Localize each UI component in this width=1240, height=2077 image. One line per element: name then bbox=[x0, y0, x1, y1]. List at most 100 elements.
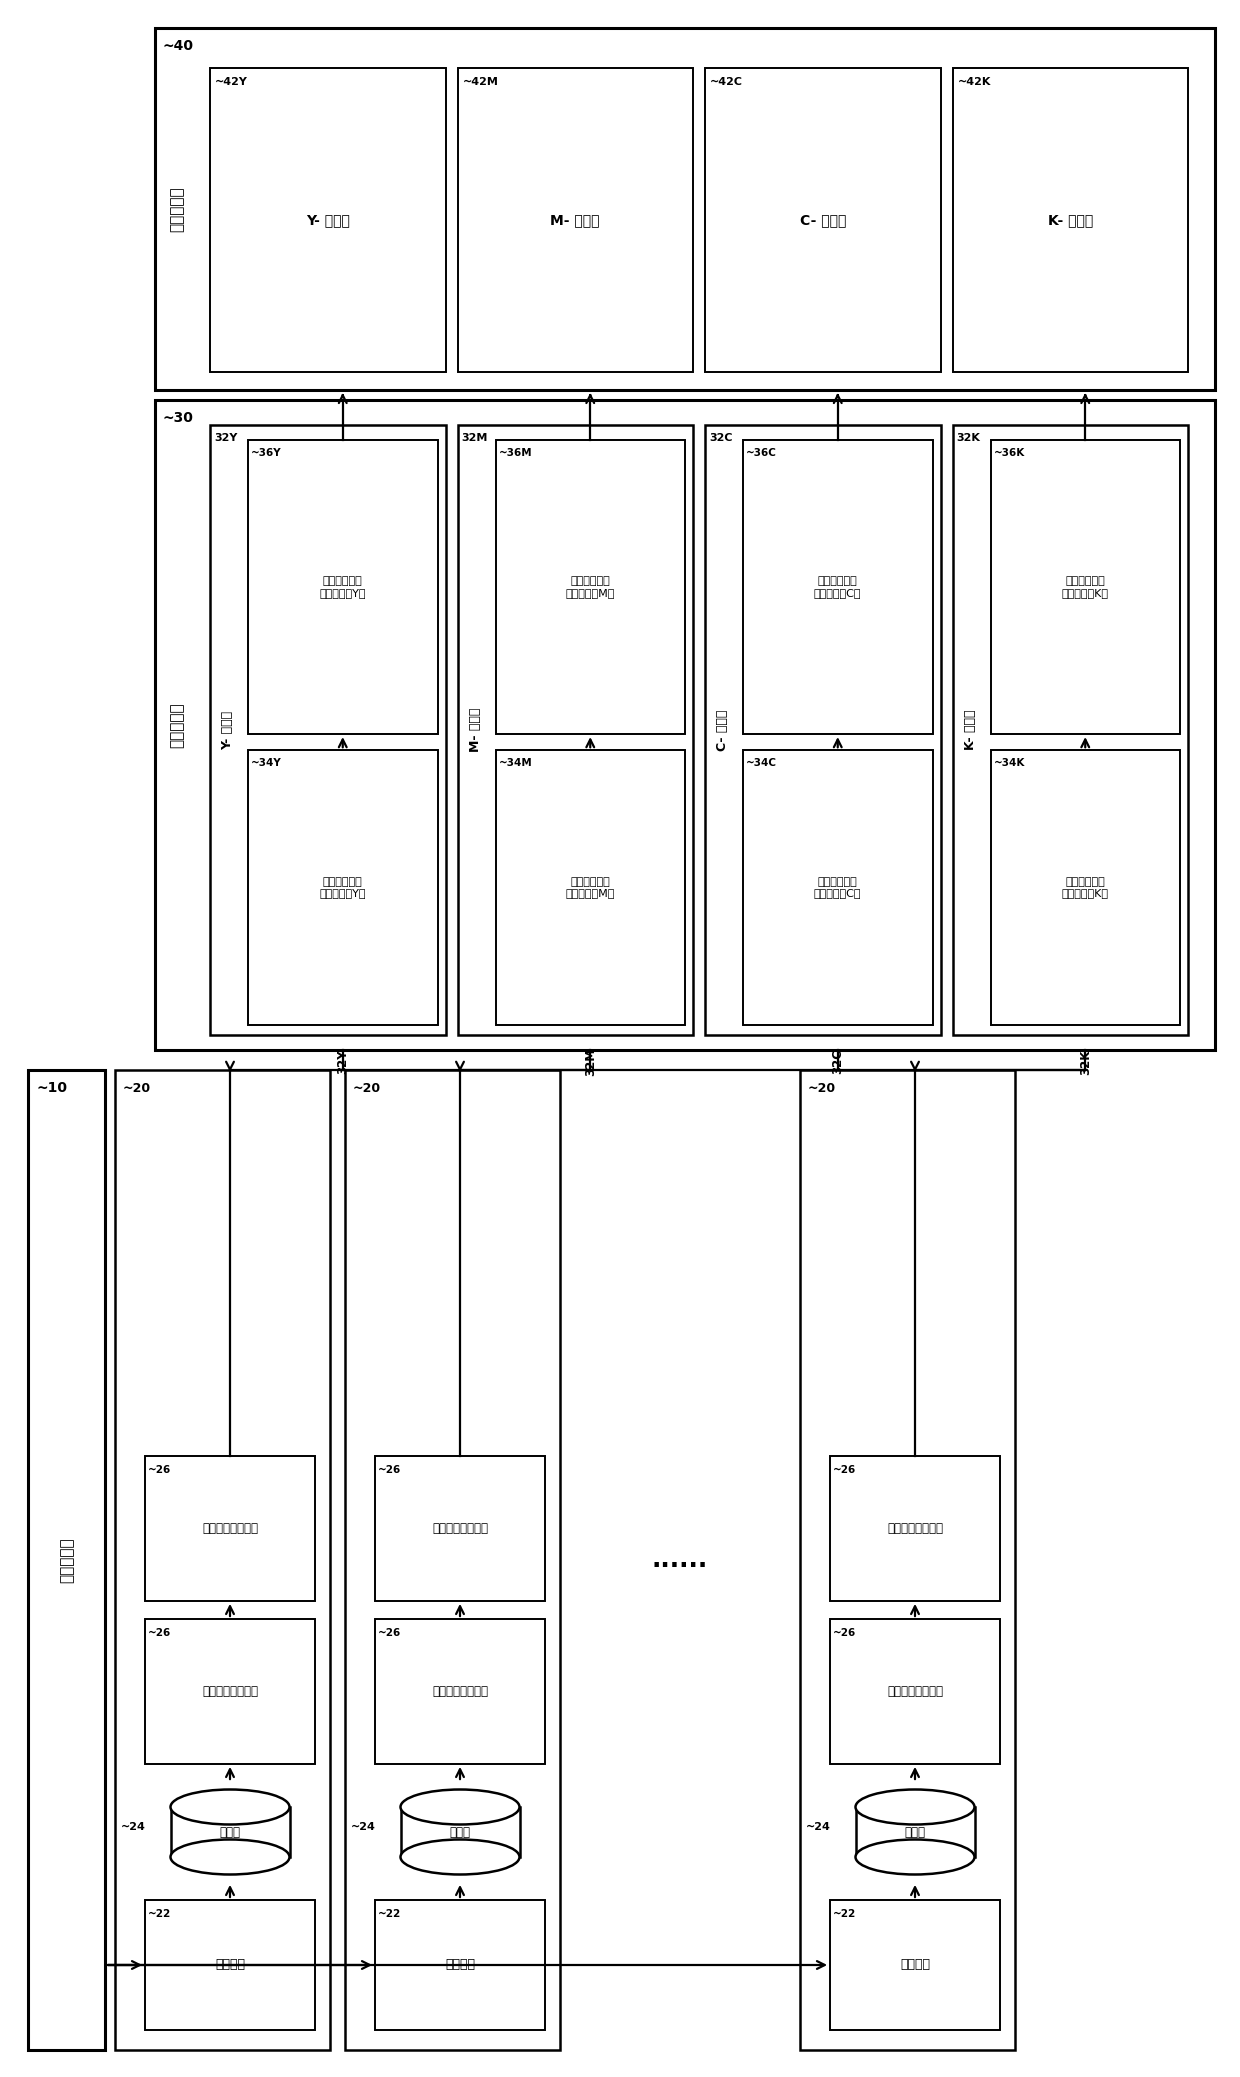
Bar bbox=[800, 1070, 1016, 2050]
Text: ~30: ~30 bbox=[162, 411, 193, 426]
Text: K- 引效器: K- 引效器 bbox=[1048, 214, 1092, 226]
Text: ~26: ~26 bbox=[378, 1464, 402, 1475]
Bar bbox=[991, 440, 1180, 733]
Text: 32K: 32K bbox=[1079, 1049, 1091, 1074]
Text: ......: ...... bbox=[652, 1547, 708, 1572]
Text: ~34K: ~34K bbox=[993, 758, 1025, 768]
Text: 32K: 32K bbox=[956, 432, 981, 442]
Bar bbox=[171, 1807, 289, 1857]
Text: ~26: ~26 bbox=[148, 1464, 171, 1475]
Bar bbox=[345, 1070, 560, 2050]
Bar bbox=[830, 1900, 999, 2029]
Text: ~36K: ~36K bbox=[993, 449, 1024, 459]
Text: ~26: ~26 bbox=[833, 1628, 857, 1639]
Bar bbox=[210, 69, 445, 372]
Text: ~26: ~26 bbox=[148, 1628, 171, 1639]
Text: 解释单元: 解释单元 bbox=[215, 1959, 246, 1971]
Bar bbox=[155, 27, 1215, 390]
Text: ~22: ~22 bbox=[378, 1909, 402, 1919]
Text: ~22: ~22 bbox=[148, 1909, 171, 1919]
Text: 32Y: 32Y bbox=[215, 432, 237, 442]
Ellipse shape bbox=[171, 1840, 289, 1876]
Text: 中间数据产生单元: 中间数据产生单元 bbox=[202, 1684, 258, 1699]
Text: ~40: ~40 bbox=[162, 39, 193, 54]
Text: ~36M: ~36M bbox=[498, 449, 532, 459]
Text: 打印图像数据
产生单元（Y）: 打印图像数据 产生单元（Y） bbox=[320, 876, 366, 899]
Bar bbox=[830, 1456, 999, 1601]
Text: ~20: ~20 bbox=[808, 1082, 836, 1095]
Text: ~22: ~22 bbox=[833, 1909, 857, 1919]
Text: 32M: 32M bbox=[461, 432, 487, 442]
Text: ~42Y: ~42Y bbox=[215, 77, 248, 87]
Text: 解释单元: 解释单元 bbox=[900, 1959, 930, 1971]
Bar bbox=[248, 440, 438, 733]
Text: 作业控制器: 作业控制器 bbox=[60, 1537, 74, 1583]
Bar bbox=[145, 1618, 315, 1763]
Ellipse shape bbox=[856, 1840, 975, 1876]
Bar bbox=[458, 69, 693, 372]
Text: 32C: 32C bbox=[831, 1049, 844, 1074]
Bar bbox=[496, 750, 684, 1026]
Bar bbox=[145, 1900, 315, 2029]
Bar bbox=[29, 1070, 105, 2050]
Text: 渲染处理器: 渲染处理器 bbox=[170, 702, 185, 748]
Bar bbox=[706, 69, 940, 372]
Text: ~36C: ~36C bbox=[746, 449, 777, 459]
Bar bbox=[952, 69, 1188, 372]
Ellipse shape bbox=[401, 1840, 520, 1876]
Text: 中间数据产生单元: 中间数据产生单元 bbox=[432, 1684, 489, 1699]
Text: ~42M: ~42M bbox=[463, 77, 498, 87]
Text: 中间数据输出单元: 中间数据输出单元 bbox=[887, 1522, 942, 1535]
Text: C- 处理器: C- 处理器 bbox=[717, 710, 729, 750]
Text: ~36Y: ~36Y bbox=[250, 449, 281, 459]
Bar bbox=[743, 750, 932, 1026]
Bar bbox=[458, 426, 693, 1034]
Text: ~24: ~24 bbox=[122, 1822, 146, 1832]
Text: ~10: ~10 bbox=[36, 1080, 67, 1095]
Text: ~42C: ~42C bbox=[711, 77, 743, 87]
Text: 32Y: 32Y bbox=[336, 1049, 350, 1074]
Text: 存储器: 存储器 bbox=[449, 1826, 470, 1838]
Text: 打印图像数据
输出单元（Y）: 打印图像数据 输出单元（Y） bbox=[320, 575, 366, 598]
Text: ~24: ~24 bbox=[806, 1822, 831, 1832]
Ellipse shape bbox=[401, 1790, 520, 1824]
Bar bbox=[145, 1456, 315, 1601]
Text: 32C: 32C bbox=[709, 432, 733, 442]
Text: M- 处理器: M- 处理器 bbox=[469, 708, 482, 752]
Bar bbox=[401, 1807, 520, 1857]
Text: K- 处理器: K- 处理器 bbox=[963, 710, 977, 750]
Text: 打印引效器: 打印引效器 bbox=[170, 187, 185, 233]
Text: ~20: ~20 bbox=[353, 1082, 381, 1095]
Bar bbox=[496, 440, 684, 733]
Ellipse shape bbox=[856, 1790, 975, 1824]
Text: Y- 引效器: Y- 引效器 bbox=[306, 214, 350, 226]
Text: 打印图像数据
输出单元（M）: 打印图像数据 输出单元（M） bbox=[565, 575, 615, 598]
Bar bbox=[830, 1618, 999, 1763]
Text: 打印图像数据
产生单元（M）: 打印图像数据 产生单元（M） bbox=[565, 876, 615, 899]
Bar bbox=[952, 426, 1188, 1034]
Text: 32M: 32M bbox=[584, 1049, 596, 1076]
Text: ~20: ~20 bbox=[123, 1082, 151, 1095]
Text: ~24: ~24 bbox=[351, 1822, 376, 1832]
Ellipse shape bbox=[171, 1790, 289, 1824]
Text: 打印图像数据
产生单元（C）: 打印图像数据 产生单元（C） bbox=[813, 876, 862, 899]
Text: ~34C: ~34C bbox=[746, 758, 777, 768]
Bar bbox=[856, 1807, 975, 1857]
Text: 中间数据产生单元: 中间数据产生单元 bbox=[887, 1684, 942, 1699]
Bar bbox=[248, 750, 438, 1026]
Text: ~42K: ~42K bbox=[957, 77, 991, 87]
Bar bbox=[374, 1456, 546, 1601]
Text: 存储器: 存储器 bbox=[904, 1826, 925, 1838]
Text: 中间数据输出单元: 中间数据输出单元 bbox=[432, 1522, 489, 1535]
Bar bbox=[210, 426, 445, 1034]
Text: ~26: ~26 bbox=[833, 1464, 857, 1475]
Bar bbox=[374, 1618, 546, 1763]
Text: M- 引效器: M- 引效器 bbox=[551, 214, 600, 226]
Text: Y- 处理器: Y- 处理器 bbox=[222, 710, 234, 750]
Bar bbox=[115, 1070, 330, 2050]
Bar bbox=[374, 1900, 546, 2029]
Bar bbox=[706, 426, 940, 1034]
Text: 解释单元: 解释单元 bbox=[445, 1959, 475, 1971]
Text: 打印图像数据
输出单元（C）: 打印图像数据 输出单元（C） bbox=[813, 575, 862, 598]
Text: 打印图像数据
输出单元（K）: 打印图像数据 输出单元（K） bbox=[1061, 575, 1109, 598]
